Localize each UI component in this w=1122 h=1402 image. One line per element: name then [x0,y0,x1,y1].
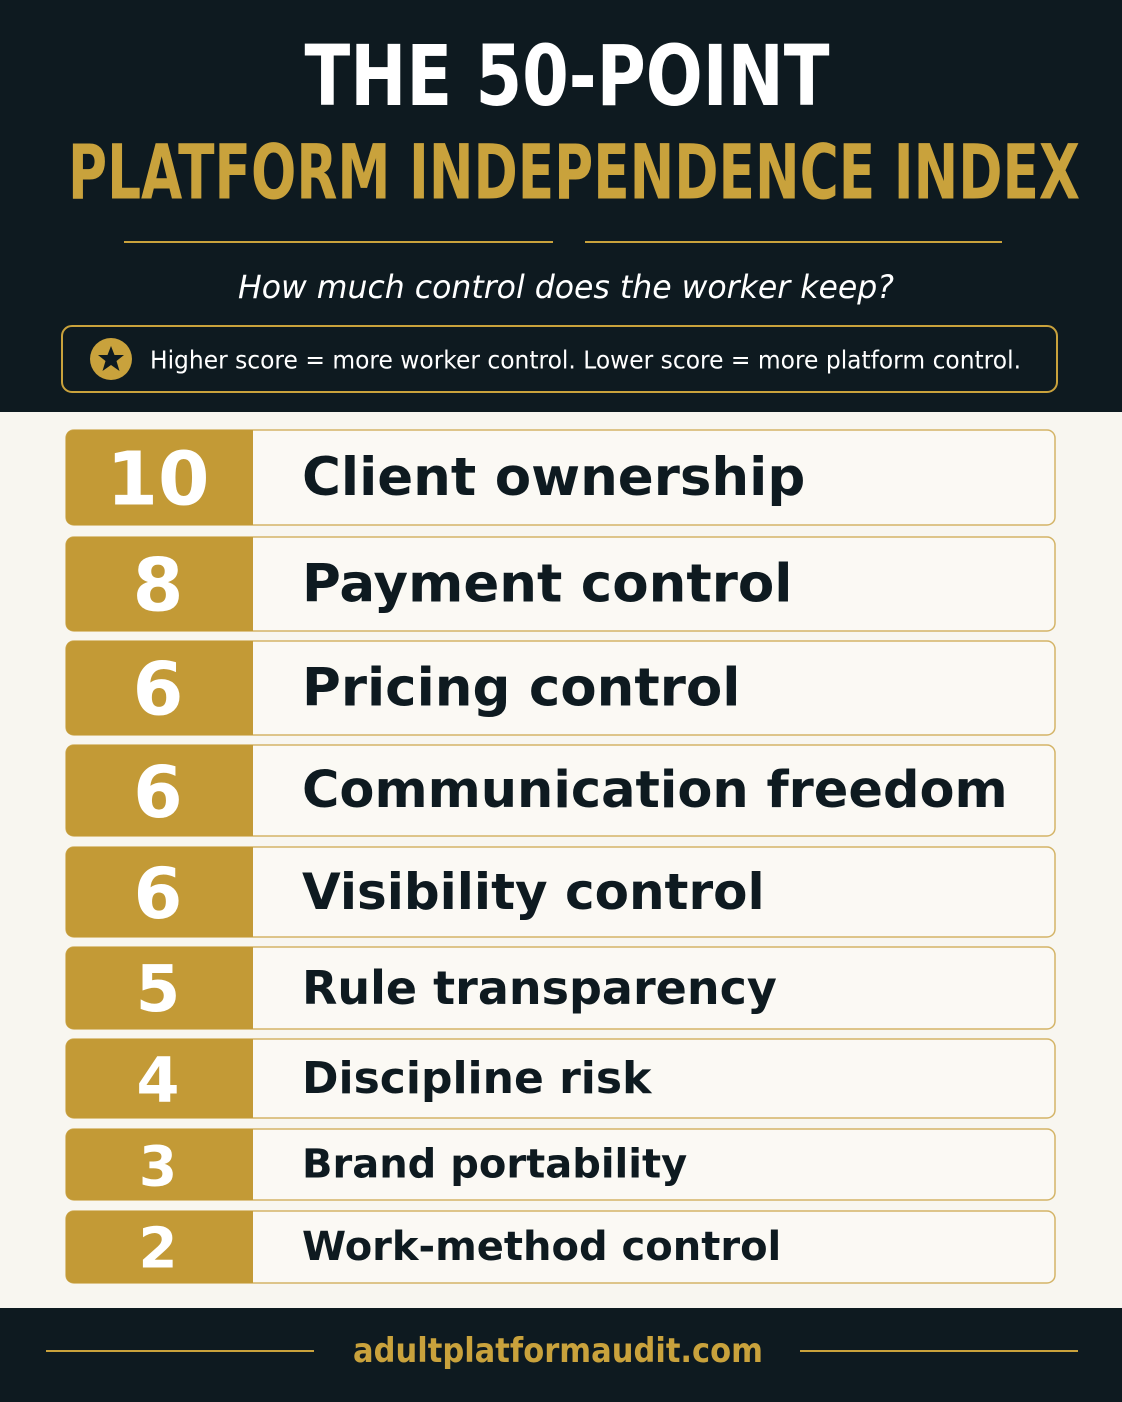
score-box [66,430,253,525]
score-box [66,847,253,937]
score: 3 [139,1135,177,1199]
score-box [66,1211,253,1283]
title-line1: THE 50-POINT [305,27,830,125]
score: 2 [139,1217,178,1282]
footer-bg [0,1308,1122,1402]
item-label: Rule transparency [302,961,777,1015]
note-box [61,325,1058,393]
score-box [66,1039,253,1118]
item-label: Client ownership [302,447,805,508]
footer-site: adultplatformaudit.com [353,1331,763,1371]
item-label: Brand portability [302,1142,687,1188]
score-list: 10 Client ownership 8 Payment control 6 Prici… [65,429,1056,1284]
star [98,346,124,371]
score-box [66,745,253,836]
score: 6 [134,853,183,935]
item-label: Discipline risk [302,1053,653,1104]
score: 6 [133,751,182,834]
score: 10 [107,437,210,523]
score-box [66,1129,253,1200]
header-bg [0,0,1122,412]
score: 8 [133,544,184,629]
item-label: Pricing control [302,658,740,719]
score-box [66,641,253,735]
item-label: Payment control [302,554,792,615]
item-label: Visibility control [302,863,765,921]
score: 6 [133,648,184,733]
score-box [66,947,253,1029]
note: Higher score = more worker control. Lowe… [150,346,1021,375]
score: 4 [136,1044,179,1117]
item-label: Work-method control [302,1224,781,1270]
score: 5 [136,953,181,1027]
title-line2: PLATFORM INDEPENDENCE INDEX [68,128,1080,217]
subtitle: How much control does the worker keep? [238,268,894,306]
item-label: Communication freedom [302,761,1008,820]
score-box [66,537,253,631]
